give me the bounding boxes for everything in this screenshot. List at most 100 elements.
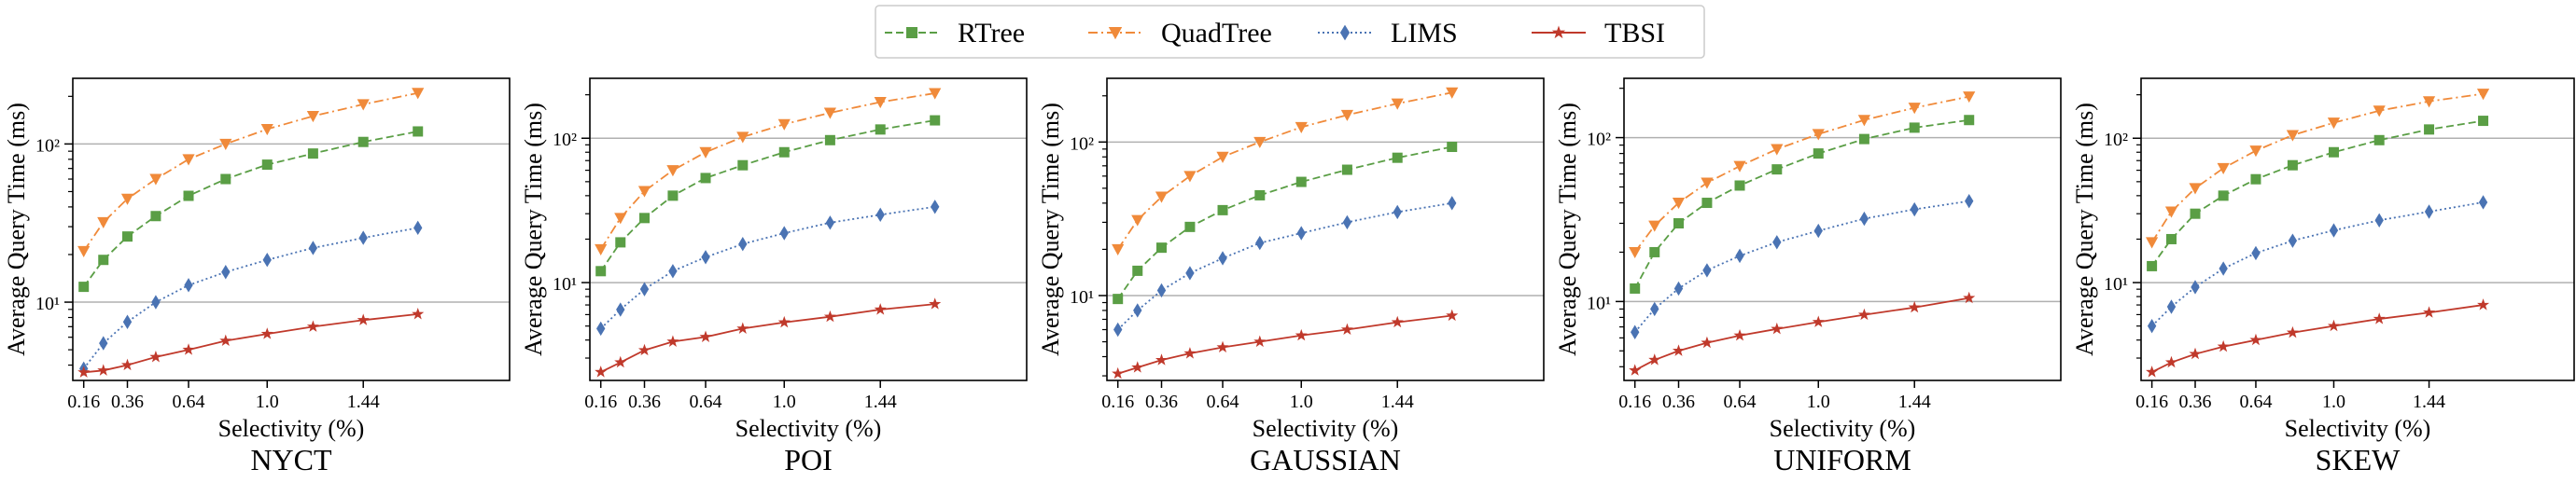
data-point (875, 207, 885, 223)
series-lims (79, 220, 423, 377)
data-point (1340, 323, 1353, 336)
data-point (1216, 151, 1229, 163)
data-point (1253, 335, 1267, 348)
series-line (1117, 201, 1452, 331)
y-tick-label: 10¹ (1070, 287, 1094, 308)
data-point (929, 88, 942, 100)
data-point (2288, 233, 2298, 248)
x-tick-label: 0.36 (628, 392, 661, 412)
data-point (2217, 339, 2230, 352)
series-lims (1113, 196, 1457, 338)
data-point (1702, 263, 1712, 278)
data-point (667, 190, 679, 201)
series-lims (2147, 195, 2488, 334)
data-point (307, 148, 318, 159)
x-tick-label: 1.0 (773, 392, 796, 412)
data-point (824, 134, 835, 145)
x-tick-label: 1.44 (2413, 392, 2445, 412)
data-point (701, 250, 710, 265)
series-quadtree (1112, 87, 1459, 256)
data-point (825, 215, 835, 230)
data-point (2218, 190, 2229, 201)
data-point (358, 230, 368, 245)
data-point (666, 335, 679, 347)
data-point (1112, 366, 1125, 380)
series-tbsi (595, 297, 942, 378)
x-tick-label: 1.0 (256, 392, 279, 412)
y-tick-label: 10¹ (1587, 293, 1611, 313)
data-point (2250, 173, 2261, 185)
data-point (637, 343, 651, 356)
data-point (1112, 243, 1125, 256)
series-line (1634, 297, 1969, 372)
data-point (2424, 204, 2434, 219)
data-point (1908, 300, 1921, 313)
data-point (260, 327, 273, 339)
chart-panel-uniform: 10¹ 10² 0.16 0.36 0.64 1.0 1.44 Selectivity (%)… (1554, 77, 2062, 476)
x-tick-label: 0.36 (111, 392, 144, 412)
data-point (1296, 226, 1306, 241)
data-point (1964, 115, 1975, 126)
y-tick-label: 10¹ (2104, 274, 2128, 295)
data-point (2251, 245, 2261, 261)
series-rtree (78, 126, 424, 293)
data-point (666, 165, 679, 177)
x-tick-label: 1.0 (1807, 392, 1830, 412)
data-point (1254, 189, 1266, 200)
axes-frame (72, 77, 511, 381)
data-point (595, 366, 608, 378)
data-point (1342, 214, 1352, 230)
data-point (736, 131, 749, 144)
data-point (1446, 87, 1459, 99)
data-point (1857, 308, 1870, 321)
data-point (875, 124, 886, 135)
x-axis-label: Selectivity (%) (1770, 415, 1916, 442)
data-point (221, 265, 231, 280)
data-point (2286, 325, 2299, 338)
data-point (2478, 116, 2489, 127)
x-tick-label: 0.64 (173, 392, 205, 412)
panel-title: UNIFORM (1773, 443, 1911, 476)
data-point (639, 213, 650, 224)
x-tick-label: 0.64 (1207, 392, 1239, 412)
y-tick-label: 10² (1070, 133, 1094, 154)
legend-entry-quadtree: QuadTree (1088, 18, 1272, 48)
data-point (2327, 319, 2341, 332)
data-point (2477, 298, 2490, 310)
data-point (262, 253, 272, 268)
data-point (357, 136, 369, 147)
data-point (1629, 246, 1642, 259)
panel-title: POI (784, 443, 833, 476)
data-point (614, 355, 627, 368)
y-axis-label: Average Query Time (ms) (1037, 103, 1064, 356)
data-point (122, 231, 133, 242)
series-line (1116, 145, 1452, 300)
data-point (1963, 291, 1976, 304)
y-axis-label: Average Query Time (ms) (520, 103, 547, 356)
data-point (1771, 164, 1783, 175)
data-point (2191, 280, 2200, 295)
data-point (219, 138, 232, 150)
data-point (413, 220, 423, 236)
data-point (2374, 213, 2384, 228)
data-point (700, 172, 711, 184)
legend-entry-tbsi: TBSI (1532, 18, 1665, 48)
panel-title: GAUSSIAN (1250, 443, 1401, 476)
y-tick-label: 10¹ (553, 274, 577, 295)
series-line (600, 205, 935, 330)
data-point (2219, 261, 2228, 276)
data-point (77, 245, 91, 257)
x-tick-label: 1.44 (1898, 392, 1931, 412)
data-point (1813, 148, 1824, 159)
data-point (220, 173, 231, 185)
data-point (97, 216, 110, 228)
legend: RTree QuadTree LIMS TBSI (875, 5, 1705, 59)
series-tbsi (77, 308, 425, 378)
data-point (929, 297, 942, 310)
triangle-marker (1108, 27, 1123, 40)
x-tick-label: 0.16 (1101, 392, 1134, 412)
data-point (1132, 265, 1143, 276)
data-point (1448, 196, 1457, 211)
axes-frame (589, 77, 1028, 381)
data-point (357, 313, 370, 325)
